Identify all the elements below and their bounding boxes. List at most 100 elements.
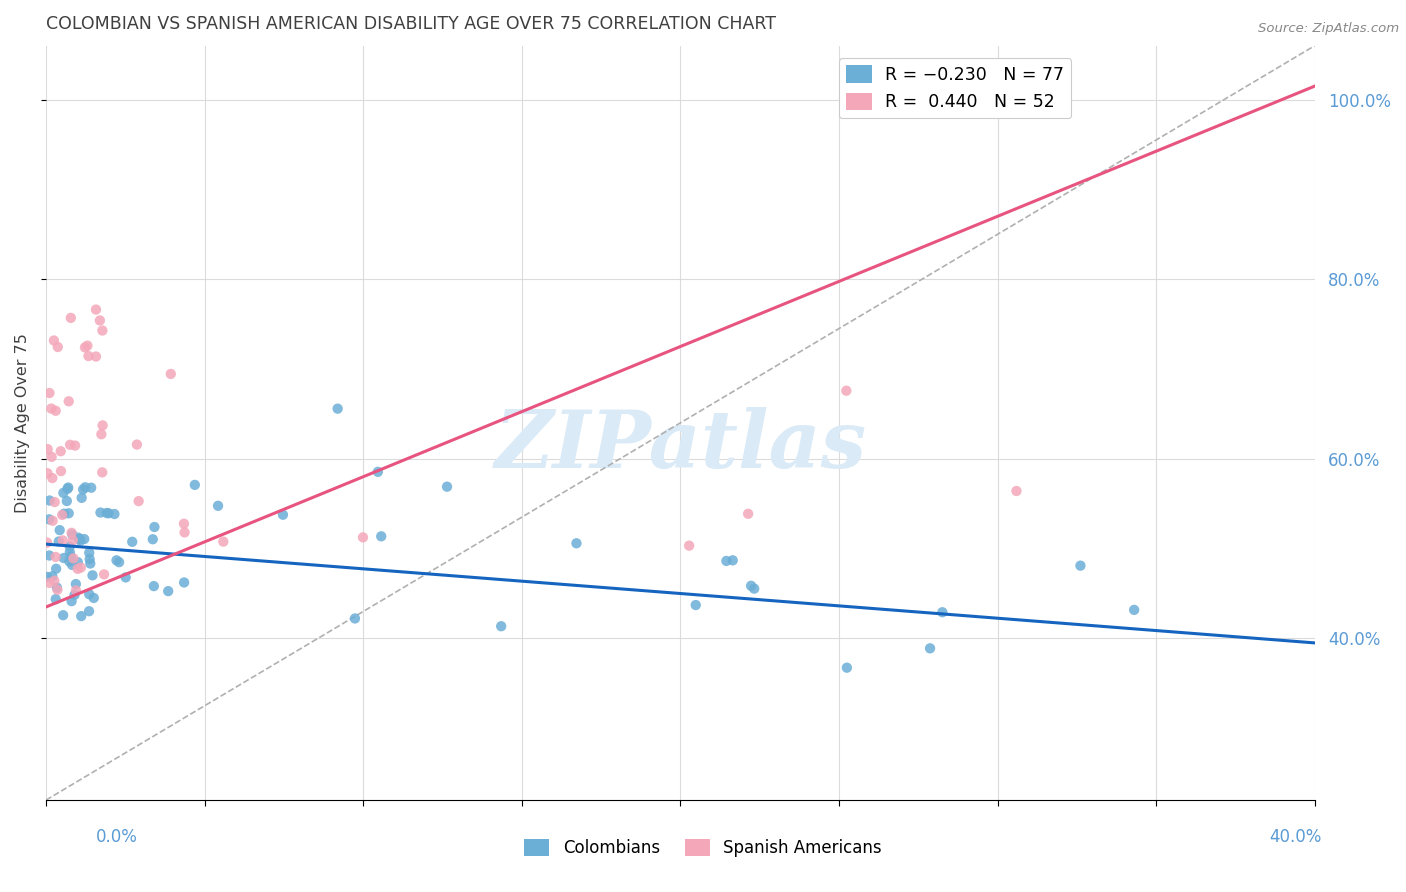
Point bbox=[91, 466, 114, 480]
Point bbox=[53, 507, 76, 521]
Point bbox=[740, 579, 762, 593]
Point bbox=[82, 568, 104, 582]
Point bbox=[44, 574, 66, 588]
Point bbox=[159, 367, 181, 381]
Point bbox=[73, 532, 96, 546]
Point bbox=[105, 553, 128, 567]
Point bbox=[49, 464, 72, 478]
Point bbox=[89, 313, 111, 327]
Point bbox=[84, 302, 107, 317]
Point bbox=[114, 570, 136, 584]
Point bbox=[52, 551, 75, 566]
Point bbox=[67, 531, 90, 545]
Point bbox=[60, 525, 83, 540]
Point bbox=[77, 604, 100, 618]
Legend: Colombians, Spanish Americans: Colombians, Spanish Americans bbox=[517, 832, 889, 864]
Point bbox=[367, 465, 389, 479]
Point bbox=[60, 558, 83, 572]
Point bbox=[45, 581, 67, 595]
Point bbox=[56, 482, 79, 496]
Point bbox=[44, 495, 66, 509]
Point bbox=[59, 549, 82, 564]
Point bbox=[84, 350, 107, 364]
Point bbox=[931, 605, 953, 619]
Point bbox=[90, 427, 112, 442]
Point bbox=[79, 557, 101, 571]
Point bbox=[489, 619, 512, 633]
Point bbox=[89, 506, 111, 520]
Point bbox=[271, 508, 294, 522]
Point bbox=[77, 546, 100, 560]
Point bbox=[835, 384, 858, 398]
Point bbox=[97, 506, 120, 520]
Point bbox=[678, 539, 700, 553]
Point bbox=[41, 471, 63, 485]
Point bbox=[565, 536, 588, 550]
Point bbox=[59, 438, 82, 452]
Point bbox=[58, 554, 80, 568]
Point bbox=[212, 534, 235, 549]
Point bbox=[326, 401, 349, 416]
Point bbox=[37, 570, 59, 584]
Point bbox=[69, 533, 91, 548]
Point bbox=[39, 401, 62, 416]
Point bbox=[128, 494, 150, 508]
Point bbox=[157, 584, 180, 599]
Point bbox=[69, 532, 91, 546]
Point bbox=[52, 608, 75, 623]
Point bbox=[41, 450, 63, 464]
Point bbox=[45, 403, 67, 417]
Point bbox=[46, 582, 69, 597]
Point bbox=[65, 583, 87, 598]
Point bbox=[91, 418, 114, 433]
Point bbox=[207, 499, 229, 513]
Point bbox=[1123, 603, 1146, 617]
Point bbox=[49, 444, 72, 458]
Point bbox=[737, 507, 759, 521]
Point bbox=[38, 386, 60, 401]
Point bbox=[38, 512, 60, 526]
Point bbox=[45, 562, 67, 576]
Point bbox=[48, 534, 70, 549]
Point bbox=[56, 494, 79, 508]
Point bbox=[352, 530, 374, 544]
Point bbox=[41, 569, 63, 583]
Text: Source: ZipAtlas.com: Source: ZipAtlas.com bbox=[1258, 22, 1399, 36]
Point bbox=[173, 575, 195, 590]
Point bbox=[58, 506, 80, 520]
Point bbox=[62, 533, 84, 548]
Text: 0.0%: 0.0% bbox=[96, 828, 138, 846]
Point bbox=[343, 611, 366, 625]
Point bbox=[1005, 483, 1028, 498]
Point bbox=[121, 534, 143, 549]
Text: ZIPatlas: ZIPatlas bbox=[495, 407, 866, 484]
Point bbox=[37, 535, 59, 549]
Point bbox=[742, 582, 765, 596]
Point bbox=[45, 592, 67, 607]
Point bbox=[96, 506, 118, 520]
Point bbox=[835, 661, 858, 675]
Point bbox=[38, 575, 60, 590]
Point bbox=[65, 577, 87, 591]
Point bbox=[70, 491, 93, 505]
Point bbox=[37, 442, 59, 457]
Point bbox=[721, 553, 744, 567]
Point bbox=[173, 516, 195, 531]
Point bbox=[83, 591, 105, 605]
Point bbox=[716, 554, 738, 568]
Point bbox=[66, 555, 89, 569]
Point bbox=[37, 467, 59, 481]
Point bbox=[45, 549, 67, 564]
Point bbox=[103, 507, 125, 521]
Point bbox=[59, 545, 82, 559]
Point bbox=[69, 560, 91, 574]
Point bbox=[59, 310, 82, 325]
Point bbox=[370, 529, 392, 543]
Point bbox=[75, 480, 97, 494]
Point bbox=[63, 439, 86, 453]
Point bbox=[38, 549, 60, 563]
Point bbox=[58, 394, 80, 409]
Point bbox=[80, 481, 103, 495]
Point bbox=[48, 523, 70, 537]
Point bbox=[63, 588, 86, 602]
